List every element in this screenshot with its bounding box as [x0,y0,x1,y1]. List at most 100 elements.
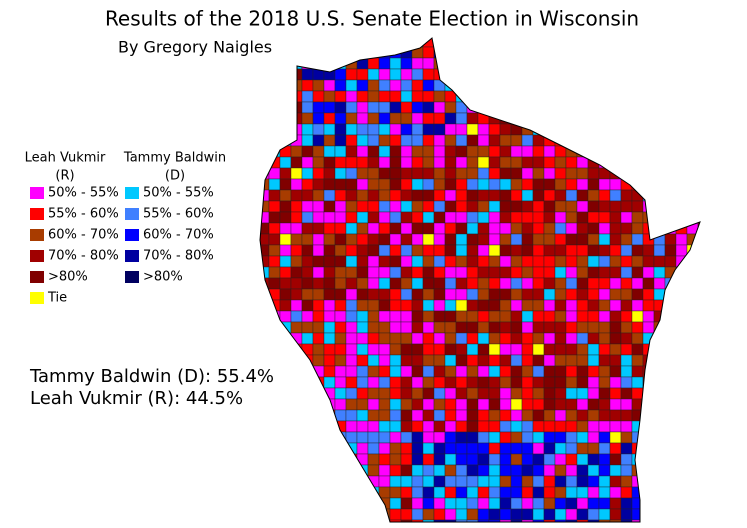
county-cell [260,431,270,444]
county-cell [554,200,567,213]
state-outline [259,37,701,523]
county-cell [444,145,457,158]
county-cell [543,376,556,389]
county-cell [466,222,479,235]
county-cell [279,409,292,422]
county-cell [488,508,501,521]
county-cell [631,288,644,301]
county-cell [510,255,523,268]
county-cell [565,90,578,103]
county-cell [334,222,347,235]
county-cell [444,200,457,213]
county-cell [455,343,468,356]
county-cell [367,101,380,114]
county-cell [345,101,358,114]
county-cell [675,343,688,356]
county-cell [576,387,589,400]
county-cell [400,332,413,345]
county-cell [576,420,589,433]
county-cell [543,398,556,411]
county-cell [543,420,556,433]
county-cell [356,299,369,312]
county-cell [301,486,314,499]
county-cell [389,332,402,345]
county-cell [587,475,600,488]
county-cell [565,299,578,312]
county-cell [576,101,589,114]
county-cell [488,288,501,301]
result: Leah Vukmir (R): 44.5% [30,388,243,409]
county-cell [290,453,303,466]
county-cell [598,266,611,279]
county-cell [620,442,633,455]
county-cell [323,57,336,70]
county-cell [334,79,347,92]
county-cell [620,145,633,158]
county-cell [532,343,545,356]
county-cell [576,497,589,510]
county-cell [422,365,435,378]
county-cell [334,310,347,323]
county-cell [697,134,700,147]
county-cell [510,57,523,70]
county-cell [466,299,479,312]
county-cell [609,233,622,246]
county-cell [598,255,611,268]
county-cell [260,420,270,433]
county-cell [488,409,501,422]
county-cell [323,519,336,522]
county-cell [260,387,270,400]
county-cell [488,343,501,356]
county-cell [510,475,523,488]
county-cell [499,508,512,521]
county-cell [268,57,281,70]
county-cell [323,266,336,279]
county-cell [598,431,611,444]
legend-swatch [30,292,44,304]
county-cell [576,266,589,279]
county-cell [675,387,688,400]
county-cells [260,38,700,522]
county-cell [356,387,369,400]
county-cell [686,211,699,224]
county-cell [587,508,600,521]
county-cell [521,519,534,522]
county-cell [378,266,391,279]
county-cell [260,310,270,323]
county-cell [554,244,567,257]
county-cell [565,167,578,180]
county-cell [576,409,589,422]
county-cell [609,420,622,433]
county-cell [499,453,512,466]
county-cell [510,112,523,125]
county-cell [532,233,545,246]
county-cell [598,233,611,246]
county-cell [411,134,424,147]
county-cell [455,288,468,301]
county-cell [609,398,622,411]
county-cell [367,420,380,433]
county-cell [455,376,468,389]
county-cell [587,134,600,147]
county-cell [554,90,567,103]
county-cell [260,442,270,455]
county-cell [455,211,468,224]
county-cell [301,387,314,400]
county-cell [411,38,424,48]
county-cell [499,90,512,103]
county-cell [356,123,369,136]
county-cell [521,134,534,147]
county-cell [323,365,336,378]
county-cell [576,310,589,323]
county-cell [653,420,666,433]
county-cell [477,200,490,213]
county-cell [664,167,677,180]
county-cell [444,167,457,180]
county-cell [620,101,633,114]
county-cell [598,486,611,499]
county-cell [609,178,622,191]
county-cell [378,398,391,411]
county-cell [301,90,314,103]
county-cell [477,277,490,290]
county-cell [510,519,523,522]
